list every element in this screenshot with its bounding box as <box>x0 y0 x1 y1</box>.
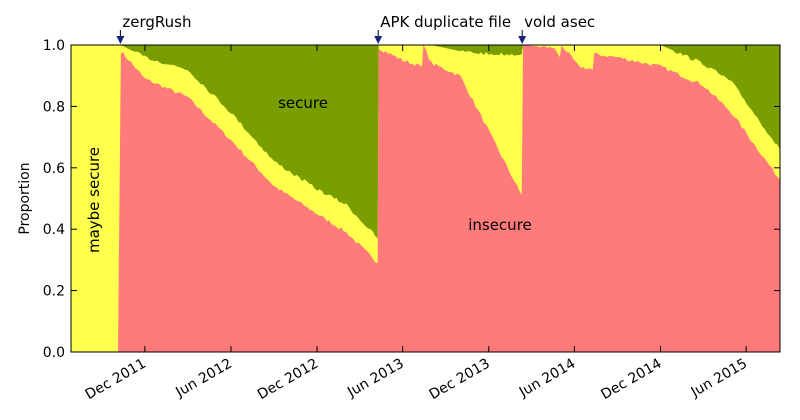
y-axis-label: Proportion <box>17 162 33 234</box>
x-tick-label: Dec 2012 <box>255 356 321 403</box>
x-tick-label: Jun 2014 <box>516 356 579 401</box>
y-axis: 0.0 0.2 0.4 0.6 0.8 1.0 <box>43 38 780 361</box>
area-insecure <box>71 45 780 352</box>
region-label-insecure: insecure <box>468 216 532 234</box>
plot-frame <box>70 44 781 353</box>
y-tick-label: 1.0 <box>43 38 65 54</box>
area-layer <box>71 45 780 352</box>
annotation-label: zergRush <box>122 13 191 31</box>
annotation-arrow-head <box>116 36 125 44</box>
annotation-arrow-head <box>374 36 383 44</box>
annotations: zergRush APK duplicate file vold asec <box>116 13 595 44</box>
x-tick-label: Dec 2013 <box>427 356 493 403</box>
annotation-arrow-head <box>518 36 527 44</box>
y-tick-label: 0.4 <box>43 222 65 238</box>
x-tick-label: Dec 2014 <box>598 356 664 403</box>
area-secure <box>71 45 780 239</box>
x-tick-label: Jun 2012 <box>172 356 235 401</box>
x-tick-label: Jun 2013 <box>344 356 407 401</box>
region-label-maybe-secure: maybe secure <box>85 147 103 253</box>
y-tick-label: 0.6 <box>43 161 65 177</box>
annotation-label: APK duplicate file <box>380 13 511 31</box>
region-label-secure: secure <box>278 94 328 112</box>
annotation-label: vold asec <box>524 13 595 31</box>
x-tick-label: Dec 2011 <box>83 356 149 403</box>
x-tick-label: Jun 2015 <box>688 356 751 401</box>
y-tick-label: 0.2 <box>43 284 65 300</box>
y-tick-label: 0.8 <box>43 99 65 115</box>
y-tick-label: 0.0 <box>43 345 65 361</box>
